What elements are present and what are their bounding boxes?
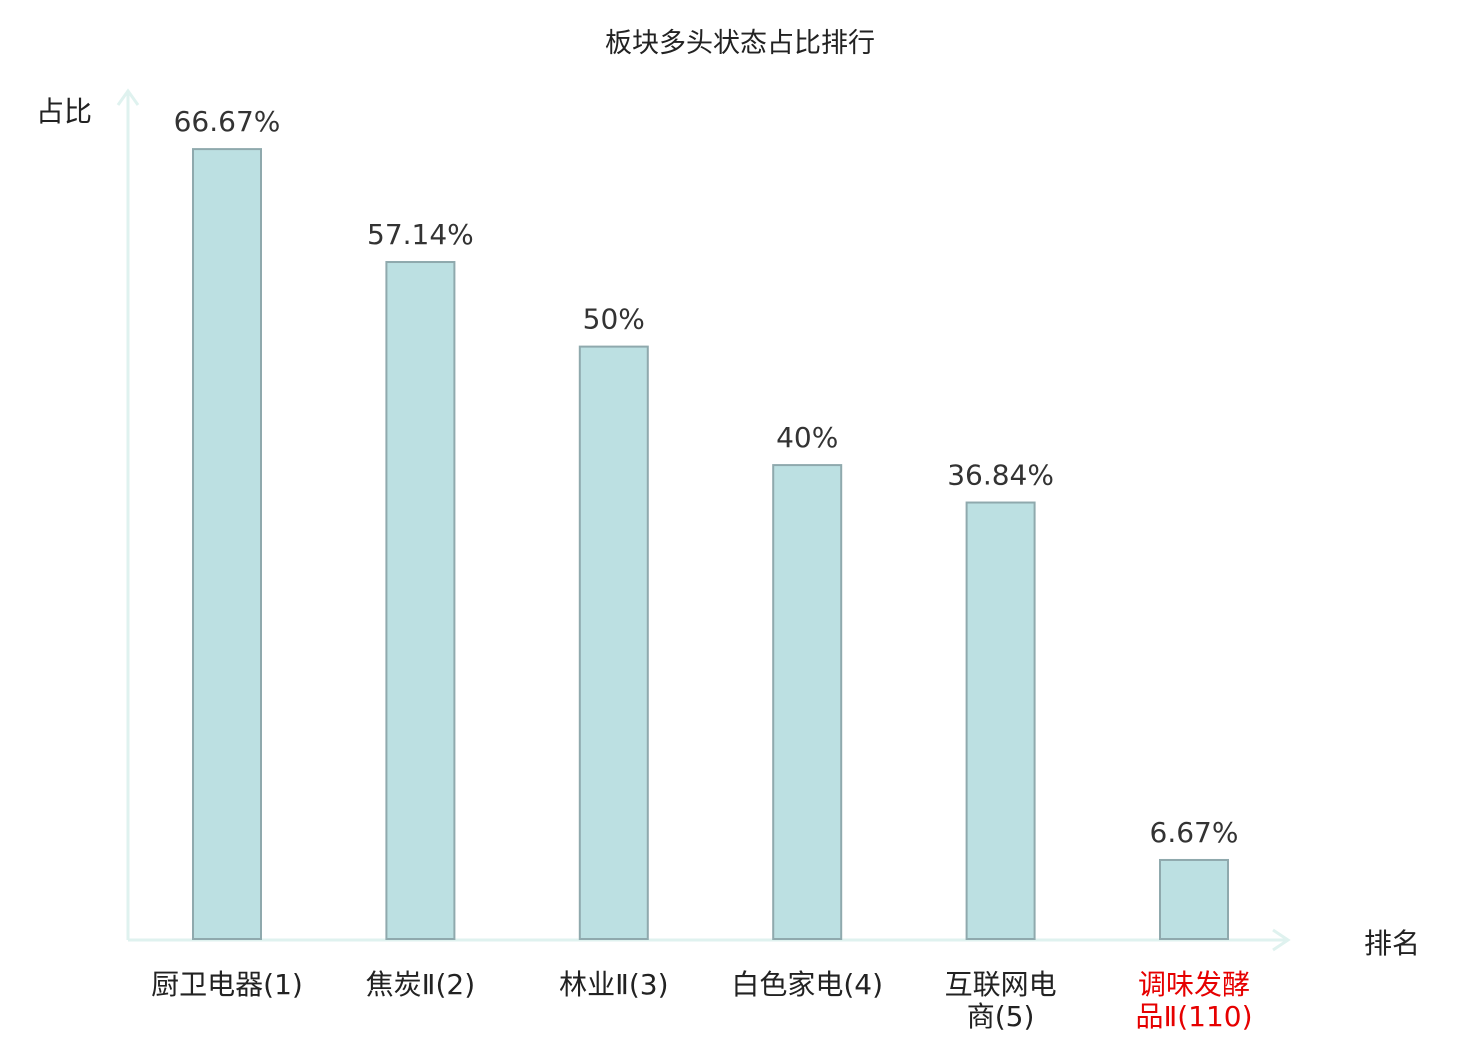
value-label-3: 50% — [583, 303, 645, 336]
category-label-line: 调味发酵 — [1138, 968, 1250, 1001]
category-label-line: 林业Ⅱ(3) — [559, 968, 668, 1001]
y-axis-arrow — [116, 88, 140, 106]
bar-4 — [772, 464, 843, 940]
value-label-6: 6.67% — [1150, 816, 1239, 849]
bars-group: 66.67% 厨卫电器(1) 57.14% 焦炭Ⅱ(2) 50% 林业Ⅱ(3) 40% 白色家… — [151, 105, 1252, 1033]
category-label-2: 焦炭Ⅱ(2) — [366, 968, 475, 1001]
y-axis — [116, 88, 140, 940]
y-axis-label: 占比 — [36, 95, 92, 128]
category-label-line: 厨卫电器(1) — [151, 968, 303, 1001]
x-axis — [128, 928, 1291, 952]
value-label-1: 66.67% — [174, 105, 281, 138]
value-label-5: 36.84% — [947, 459, 1054, 492]
category-label-line: 白色家电(4) — [731, 968, 883, 1001]
category-label-line: 品Ⅱ(110) — [1135, 1000, 1252, 1033]
category-label-1: 厨卫电器(1) — [151, 968, 303, 1001]
bar-3 — [578, 345, 649, 940]
x-axis-label: 排名 — [1364, 927, 1420, 960]
category-label-line: 商(5) — [967, 1000, 1035, 1033]
value-label-2: 57.14% — [367, 218, 474, 251]
bar-5 — [965, 501, 1036, 940]
category-label-4: 白色家电(4) — [731, 968, 883, 1001]
value-label-4: 40% — [776, 421, 838, 454]
category-label-line: 焦炭Ⅱ(2) — [366, 968, 475, 1001]
x-axis-arrow — [1272, 928, 1291, 952]
bar-2 — [385, 261, 456, 941]
category-label-5: 互联网电商(5) — [945, 968, 1057, 1033]
category-label-3: 林业Ⅱ(3) — [559, 968, 668, 1001]
bar-6 — [1159, 858, 1229, 940]
bar-1 — [192, 148, 262, 941]
category-label-line: 互联网电 — [945, 968, 1057, 1001]
chart-title: 板块多头状态占比排行 — [605, 28, 875, 59]
category-label-6: 调味发酵品Ⅱ(110) — [1135, 968, 1252, 1033]
